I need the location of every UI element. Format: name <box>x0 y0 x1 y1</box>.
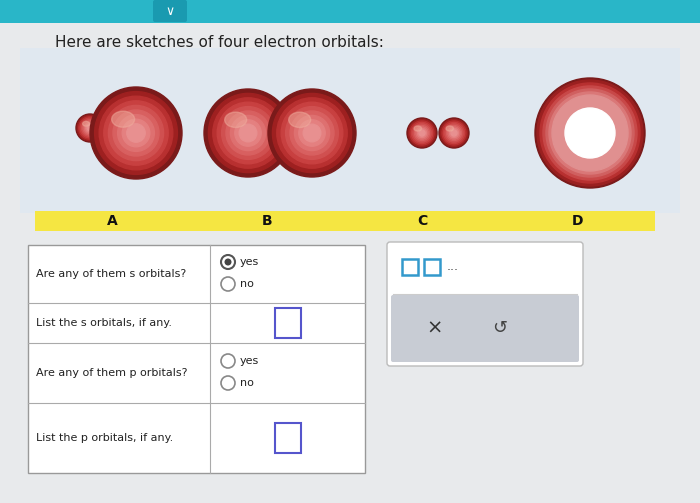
Ellipse shape <box>217 102 279 164</box>
Ellipse shape <box>295 115 330 150</box>
FancyBboxPatch shape <box>28 245 365 473</box>
Ellipse shape <box>226 111 270 155</box>
Ellipse shape <box>83 121 97 135</box>
FancyBboxPatch shape <box>345 211 500 231</box>
Ellipse shape <box>213 98 284 168</box>
Ellipse shape <box>440 120 468 146</box>
FancyBboxPatch shape <box>153 0 187 22</box>
Ellipse shape <box>222 107 274 159</box>
FancyBboxPatch shape <box>274 423 300 453</box>
Circle shape <box>221 277 235 291</box>
Circle shape <box>221 376 235 390</box>
Ellipse shape <box>94 92 177 175</box>
Ellipse shape <box>83 121 90 126</box>
Ellipse shape <box>290 111 334 155</box>
Ellipse shape <box>442 121 466 145</box>
FancyBboxPatch shape <box>0 0 700 23</box>
Text: yes: yes <box>240 356 259 366</box>
Text: ∨: ∨ <box>165 5 174 18</box>
Text: A: A <box>107 214 118 228</box>
Ellipse shape <box>80 118 100 138</box>
Ellipse shape <box>79 117 102 139</box>
Ellipse shape <box>88 125 93 131</box>
Ellipse shape <box>281 102 343 164</box>
Ellipse shape <box>416 127 428 139</box>
Text: List the p orbitals, if any.: List the p orbitals, if any. <box>36 433 174 443</box>
Ellipse shape <box>111 111 134 127</box>
Ellipse shape <box>414 126 430 140</box>
Text: no: no <box>240 279 254 289</box>
Ellipse shape <box>268 89 356 177</box>
Text: Are any of them s orbitals?: Are any of them s orbitals? <box>36 269 186 279</box>
Ellipse shape <box>448 127 460 139</box>
Text: yes: yes <box>240 257 259 267</box>
FancyBboxPatch shape <box>20 48 680 213</box>
Ellipse shape <box>303 124 321 142</box>
Ellipse shape <box>122 119 150 147</box>
Ellipse shape <box>104 101 168 165</box>
Ellipse shape <box>276 98 347 168</box>
Ellipse shape <box>272 94 351 173</box>
Ellipse shape <box>204 89 292 177</box>
Ellipse shape <box>445 124 463 142</box>
Text: Are any of them p orbitals?: Are any of them p orbitals? <box>36 368 188 378</box>
Ellipse shape <box>113 110 159 156</box>
Ellipse shape <box>118 115 155 151</box>
FancyBboxPatch shape <box>387 242 583 366</box>
Ellipse shape <box>230 115 265 150</box>
Ellipse shape <box>409 120 435 146</box>
FancyBboxPatch shape <box>402 259 418 275</box>
FancyBboxPatch shape <box>35 211 190 231</box>
Text: no: no <box>240 378 254 388</box>
Ellipse shape <box>439 118 469 148</box>
Circle shape <box>225 259 232 266</box>
Ellipse shape <box>288 112 311 127</box>
Ellipse shape <box>444 123 465 143</box>
Text: ↺: ↺ <box>492 319 508 338</box>
Ellipse shape <box>85 122 96 134</box>
Text: ×: × <box>427 319 443 338</box>
Text: C: C <box>417 214 428 228</box>
Text: D: D <box>572 214 583 228</box>
Text: ...: ... <box>447 261 459 274</box>
Ellipse shape <box>417 128 426 137</box>
Ellipse shape <box>447 126 461 140</box>
Ellipse shape <box>225 112 246 127</box>
Ellipse shape <box>82 120 99 136</box>
Ellipse shape <box>99 96 173 170</box>
Ellipse shape <box>412 123 433 143</box>
Circle shape <box>221 354 235 368</box>
Text: Here are sketches of four electron orbitals:: Here are sketches of four electron orbit… <box>55 35 384 50</box>
Ellipse shape <box>234 120 261 146</box>
Ellipse shape <box>299 120 326 146</box>
Ellipse shape <box>410 121 434 145</box>
Ellipse shape <box>414 126 421 131</box>
Ellipse shape <box>90 87 182 179</box>
Ellipse shape <box>407 118 437 148</box>
Text: B: B <box>262 214 273 228</box>
Ellipse shape <box>86 124 94 132</box>
Circle shape <box>221 255 235 269</box>
Ellipse shape <box>451 130 457 136</box>
FancyBboxPatch shape <box>190 211 345 231</box>
Text: List the s orbitals, if any.: List the s orbitals, if any. <box>36 318 172 328</box>
Ellipse shape <box>419 130 425 136</box>
Ellipse shape <box>286 107 338 159</box>
Circle shape <box>565 108 615 158</box>
FancyBboxPatch shape <box>424 259 440 275</box>
Ellipse shape <box>78 115 103 141</box>
FancyBboxPatch shape <box>274 308 300 338</box>
Ellipse shape <box>209 94 288 173</box>
Ellipse shape <box>239 124 257 142</box>
FancyBboxPatch shape <box>500 211 655 231</box>
Ellipse shape <box>127 124 145 142</box>
Ellipse shape <box>76 114 104 142</box>
Ellipse shape <box>449 128 459 137</box>
FancyBboxPatch shape <box>391 295 579 362</box>
Ellipse shape <box>108 106 164 160</box>
Ellipse shape <box>446 126 454 131</box>
Ellipse shape <box>413 124 431 142</box>
